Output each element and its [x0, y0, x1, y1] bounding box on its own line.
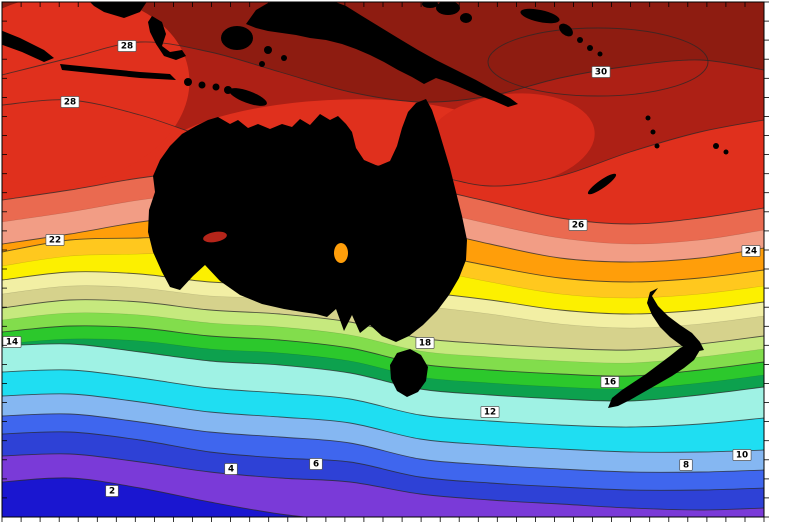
contour-label-box: [415, 337, 435, 349]
halmahera-island: [460, 13, 472, 23]
vanuatu-island: [654, 143, 660, 149]
vanuatu-island: [645, 115, 651, 121]
vanuatu-island: [650, 129, 656, 135]
solomon-island: [577, 37, 583, 43]
sulawesi-landmass: [148, 16, 186, 60]
new-guinea-landmass: [246, 2, 518, 107]
warm-patch-2: [425, 93, 595, 187]
contour-label-box: [105, 485, 119, 497]
new-caledonia-landmass: [587, 173, 617, 195]
isotherm-8: [2, 413, 764, 473]
contour-label-14: 14: [2, 336, 22, 348]
isotherm-12: [2, 369, 764, 428]
contour-label-box: [568, 219, 588, 231]
contour-label-26: 26: [568, 219, 588, 231]
inland-lake-patch: [334, 243, 348, 263]
tasmania-landmass: [390, 349, 428, 397]
contour-label-text: 28: [64, 98, 76, 108]
halmahera-island: [422, 2, 438, 8]
contour-label-box: [45, 234, 65, 246]
contour-label-text: 22: [49, 236, 61, 246]
contour-label-text: 26: [572, 221, 584, 231]
contour-label-text: 14: [6, 338, 18, 348]
borneo-landmass: [90, 2, 147, 18]
contour-label-box: [60, 96, 80, 108]
bougainville-island: [559, 23, 573, 37]
contour-label-12: 12: [480, 406, 500, 418]
contour-label-text: 2: [109, 487, 115, 497]
contour-label-28: 28: [60, 96, 80, 108]
new-britain-landmass: [520, 8, 560, 24]
contour-label-4: 4: [224, 463, 238, 475]
contour-label-28: 28: [117, 40, 137, 52]
australia-landmass: [148, 99, 467, 342]
isotherm-16: [2, 325, 764, 377]
solomon-island: [597, 51, 603, 57]
contour-label-10: 10: [732, 449, 752, 461]
contour-label-box: [117, 40, 137, 52]
contour-label-text: 24: [745, 247, 757, 257]
birds-head-landmass: [221, 26, 253, 50]
isotherm-14: [2, 343, 764, 402]
contour-label-text: 30: [595, 68, 607, 78]
contour-label-box: [600, 376, 620, 388]
landmasses: [2, 2, 729, 408]
isotherm-4: [2, 453, 764, 511]
closed-isotherm-0: [487, 27, 709, 97]
contour-label-text: 18: [419, 339, 431, 349]
contour-label-box: [741, 245, 761, 257]
maluku-island: [281, 55, 287, 61]
map-frame-and-ticks: [1, 1, 769, 522]
contour-label-text: 28: [121, 42, 133, 52]
lesser-sunda-island: [198, 81, 206, 89]
inland-lake-patch: [203, 231, 227, 243]
contour-label-24: 24: [741, 245, 761, 257]
contour-label-text: 8: [683, 461, 689, 471]
timor-landmass: [229, 88, 267, 106]
isotherm-6: [2, 431, 764, 491]
isotherm-2: [2, 477, 309, 517]
nz-north-island-landmass: [647, 288, 704, 352]
contour-label-box: [679, 459, 693, 471]
contour-label-22: 22: [45, 234, 65, 246]
contour-label-6: 6: [309, 458, 323, 470]
lesser-sunda-island: [212, 83, 220, 91]
maluku-island: [264, 46, 272, 54]
contour-label-18: 18: [415, 337, 435, 349]
sumatra-landmass: [2, 30, 54, 62]
halmahera-island: [436, 2, 460, 15]
lesser-sunda-island: [184, 78, 192, 86]
contour-label-box: [732, 449, 752, 461]
java-islands-landmass: [60, 64, 176, 80]
contour-label-box: [480, 406, 500, 418]
maluku-island: [259, 61, 265, 67]
contour-label-text: 12: [484, 408, 496, 418]
contour-label-2: 2: [105, 485, 119, 497]
contour-label-text: 16: [604, 378, 616, 388]
contour-label-box: [2, 336, 22, 348]
contour-labels: 283028282622242014181612108642: [2, 40, 761, 497]
solomon-island: [587, 45, 593, 51]
isotherm-17: [2, 312, 764, 364]
contour-label-text: 6: [313, 460, 319, 470]
contour-label-30: 30: [591, 66, 611, 78]
contour-label-8: 8: [679, 459, 693, 471]
contour-label-box: [224, 463, 238, 475]
contour-label-box: [309, 458, 323, 470]
contour-label-16: 16: [600, 376, 620, 388]
fiji-island: [723, 149, 729, 155]
contour-label-text: 4: [228, 465, 234, 475]
contour-label-text: 10: [736, 451, 748, 461]
contour-label-box: [591, 66, 611, 78]
fiji-island: [713, 143, 719, 149]
nz-south-island-landmass: [608, 344, 700, 408]
isotherm-10: [2, 393, 764, 453]
band-below-2: [2, 477, 764, 517]
